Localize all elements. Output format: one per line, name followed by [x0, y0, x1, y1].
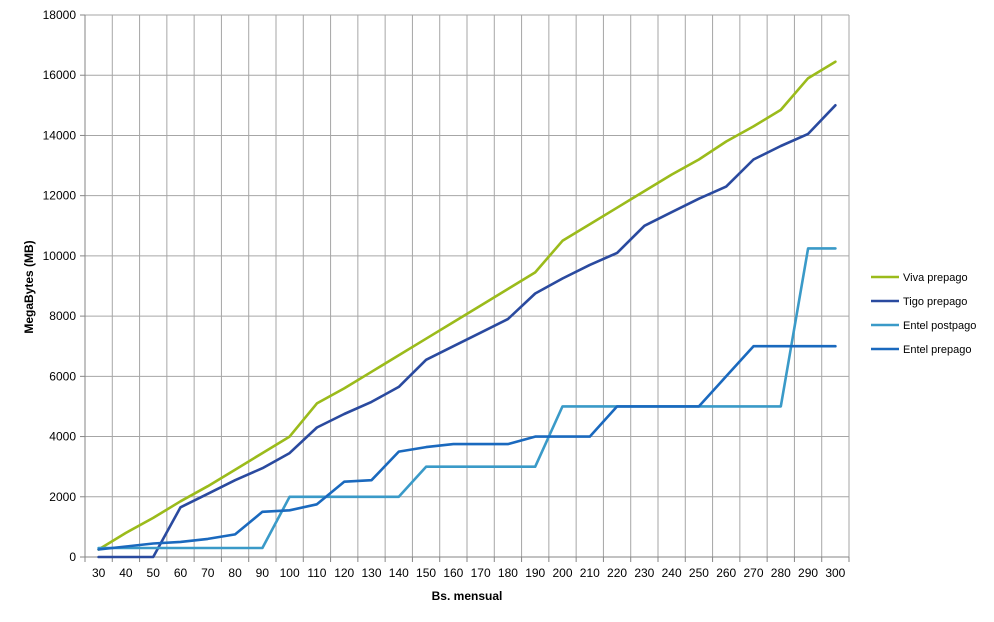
series-line	[97, 104, 837, 559]
x-tick-label: 60	[174, 566, 188, 580]
x-tick-label: 250	[689, 566, 709, 580]
y-axis-title: MegaBytes (MB)	[22, 240, 36, 333]
legend-entry: Viva prepago	[903, 272, 968, 284]
grid-lines	[85, 14, 850, 557]
x-tick-label: 110	[307, 566, 326, 580]
y-tick-label: 12000	[43, 189, 77, 203]
y-tick-label: 0	[69, 550, 76, 564]
x-tick-label: 280	[771, 566, 791, 580]
x-tick-label: 270	[743, 566, 763, 580]
x-tick-label: 190	[525, 566, 545, 580]
x-tick-label: 150	[416, 566, 436, 580]
x-tick-label: 40	[119, 566, 133, 580]
series-line	[97, 247, 837, 550]
x-tick-label: 210	[580, 566, 600, 580]
series-lines	[97, 60, 837, 559]
x-tick-labels: 30 40 50 60 70 80 90 100 110 120 130 140 150 160 170 18…	[92, 566, 846, 580]
y-tick-label: 6000	[49, 369, 76, 383]
x-tick-label: 160	[443, 566, 463, 580]
x-tick-label: 90	[256, 566, 270, 580]
series-line	[97, 344, 837, 551]
x-tick-label: 180	[498, 566, 518, 580]
y-tick-label: 16000	[43, 68, 77, 82]
y-tick-label: 4000	[49, 430, 76, 444]
legend: Viva prepago Tigo prepago Entel postpago En…	[871, 272, 976, 356]
axes	[80, 14, 850, 562]
y-tick-label: 18000	[43, 8, 77, 22]
x-tick-label: 30	[92, 566, 106, 580]
y-tick-label: 2000	[49, 490, 76, 504]
x-tick-label: 230	[634, 566, 654, 580]
x-tick-label: 70	[201, 566, 215, 580]
x-tick-label: 260	[716, 566, 736, 580]
x-tick-label: 240	[662, 566, 682, 580]
legend-entry: Entel prepago	[903, 344, 972, 356]
x-tick-label: 300	[825, 566, 845, 580]
x-tick-label: 140	[389, 566, 409, 580]
y-tick-label: 10000	[43, 249, 77, 263]
y-tick-labels: 0 2000 4000 6000 8000 10000 12000 14000 16000 180…	[43, 8, 77, 564]
legend-entry: Entel postpago	[903, 320, 976, 332]
x-tick-label: 290	[798, 566, 818, 580]
x-tick-label: 170	[471, 566, 491, 580]
x-tick-label: 200	[552, 566, 572, 580]
x-tick-label: 220	[607, 566, 627, 580]
y-tick-label: 14000	[43, 128, 77, 142]
series-line	[97, 60, 837, 551]
x-axis-title: Bs. mensual	[432, 589, 503, 603]
x-tick-label: 120	[334, 566, 354, 580]
x-tick-label: 50	[147, 566, 161, 580]
x-tick-label: 100	[280, 566, 300, 580]
y-tick-label: 8000	[49, 309, 76, 323]
legend-entry: Tigo prepago	[903, 296, 967, 308]
x-tick-label: 80	[228, 566, 242, 580]
x-tick-label: 130	[361, 566, 381, 580]
